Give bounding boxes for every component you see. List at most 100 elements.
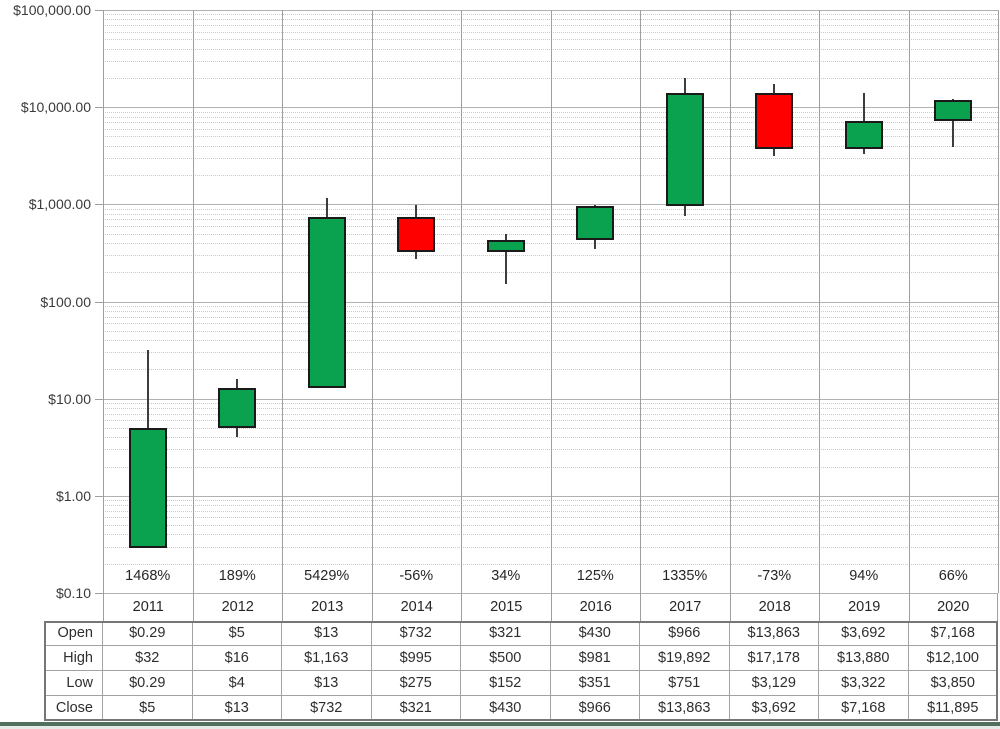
table-cell: $981	[550, 646, 640, 671]
table-cell: $11,895	[908, 696, 998, 721]
table-cell: $321	[461, 621, 551, 646]
y-axis-tick	[95, 593, 103, 594]
table-cell: $5	[103, 696, 193, 721]
candle-body	[844, 121, 883, 150]
candle-body	[128, 427, 167, 549]
candle-body	[576, 205, 615, 240]
gridline-vertical	[640, 10, 641, 593]
y-axis-tick-label: $100,000.00	[13, 2, 91, 18]
table-cell: $751	[640, 671, 730, 696]
x-axis-year-label: 2020	[908, 593, 998, 621]
gridline-vertical	[819, 10, 820, 593]
gridline-vertical	[371, 10, 373, 593]
table-cell: $13,880	[819, 646, 909, 671]
pct-change-label: 94%	[849, 568, 879, 584]
gridline-vertical	[103, 10, 104, 593]
table-row-header: Close	[44, 696, 103, 721]
y-axis-tick-label: $1.00	[55, 487, 91, 504]
x-axis-year-label: 2013	[282, 593, 372, 621]
y-axis-tick-label: $1,000.00	[28, 196, 91, 213]
table-cell: $19,892	[640, 646, 730, 671]
y-axis-tick-label: $10.00	[48, 390, 91, 407]
pct-change-label: 189%	[218, 568, 256, 584]
table-cell: $7,168	[908, 621, 998, 646]
pct-change-label: 125%	[576, 568, 614, 584]
table-cell: $966	[640, 621, 730, 646]
y-axis-tick	[95, 204, 103, 206]
pct-change-label: 1468%	[125, 568, 171, 584]
table-cell: $500	[461, 646, 551, 671]
x-axis-year-label: 2011	[103, 593, 193, 621]
bottom-accent-bar	[0, 722, 1000, 726]
gridline-vertical	[998, 10, 999, 593]
candle-body	[218, 387, 257, 428]
x-axis-year-label: 2014	[371, 593, 462, 621]
table-cell: $152	[461, 671, 551, 696]
gridline-vertical	[908, 10, 910, 593]
table-cell: $3,322	[819, 671, 909, 696]
y-axis-tick	[95, 107, 103, 109]
x-axis-year-label: 2018	[729, 593, 820, 621]
table-cell: $32	[103, 646, 193, 671]
y-axis-tick-label: $0.10	[55, 585, 91, 601]
table-row-header: Low	[44, 671, 103, 696]
y-axis-tick-label: $10,000.00	[20, 99, 91, 116]
table-row-header: High	[44, 646, 103, 671]
table-cell: $3,129	[729, 671, 819, 696]
table-cell: $17,178	[729, 646, 819, 671]
y-axis-tick	[95, 398, 103, 400]
table-cell: $732	[282, 696, 372, 721]
table-cell: $16	[192, 646, 282, 671]
pct-change-label: 34%	[491, 568, 521, 584]
table-cell: $7,168	[819, 696, 909, 721]
candle-body	[934, 99, 973, 122]
x-axis-year-label: 2016	[550, 593, 641, 621]
table-cell: $966	[550, 696, 640, 721]
table-cell: $275	[371, 671, 461, 696]
x-axis-year-label: 2017	[640, 593, 730, 621]
candle-body	[307, 217, 346, 388]
table-cell: $995	[371, 646, 461, 671]
table-cell: $1,163	[282, 646, 372, 671]
y-axis-tick	[95, 301, 103, 303]
gridline-vertical	[729, 10, 731, 593]
x-axis-year-label: 2019	[819, 593, 909, 621]
table-cell: $13	[192, 696, 282, 721]
x-axis-year-label: 2012	[192, 593, 283, 621]
candle-body	[486, 239, 525, 253]
table-cell: $3,692	[819, 621, 909, 646]
table-cell: $13	[282, 621, 372, 646]
candle-body	[397, 217, 436, 253]
pct-change-label: 1335%	[662, 568, 708, 584]
bottom-margin	[0, 726, 1000, 729]
gridline-vertical	[550, 10, 552, 593]
table-cell: $4	[192, 671, 282, 696]
candle-wick	[504, 233, 507, 284]
table-cell: $13,863	[640, 696, 730, 721]
table-cell: $321	[371, 696, 461, 721]
table-cell: $5	[192, 621, 282, 646]
x-axis-year-label: 2015	[461, 593, 551, 621]
pct-change-label: -56%	[399, 568, 434, 584]
candle-body	[665, 93, 704, 206]
pct-change-label: 66%	[938, 568, 968, 584]
pct-change-label: 5429%	[304, 568, 350, 584]
candle-body	[755, 93, 794, 150]
table-cell: $13	[282, 671, 372, 696]
table-cell: $430	[550, 621, 640, 646]
table-cell: $0.29	[103, 671, 193, 696]
y-axis-tick	[95, 10, 103, 11]
gridline-vertical	[192, 10, 194, 593]
table-cell: $732	[371, 621, 461, 646]
y-axis-tick	[95, 495, 103, 497]
table-cell: $3,692	[729, 696, 819, 721]
table-cell: $0.29	[103, 621, 193, 646]
table-row-header: Open	[44, 621, 103, 646]
pct-change-label: -73%	[757, 568, 792, 584]
gridline-vertical	[282, 10, 283, 593]
candle-wick	[952, 99, 955, 148]
table-cell: $13,863	[729, 621, 819, 646]
y-axis-tick-label: $100.00	[40, 293, 91, 310]
table-cell: $430	[461, 696, 551, 721]
